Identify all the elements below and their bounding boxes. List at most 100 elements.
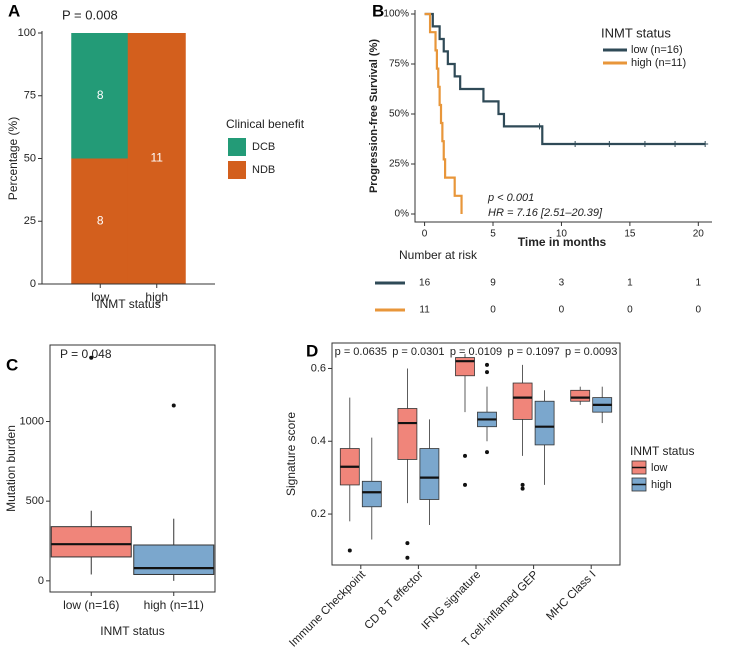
y-tick-label: 50% — [389, 109, 409, 120]
y-tick-label: 75% — [389, 59, 409, 70]
survival-curve — [424, 12, 706, 146]
y-tick-label: 0.2 — [311, 508, 326, 520]
outlier — [463, 482, 467, 487]
y-tick-label: 100% — [383, 9, 409, 20]
y-tick-label: 100 — [18, 27, 36, 39]
y-axis-label: Signature score — [284, 412, 298, 496]
legend-title: Clinical benefit — [226, 117, 305, 131]
bar-count: 11 — [151, 151, 164, 165]
y-tick-label: 75 — [24, 90, 36, 102]
risk-count: 9 — [490, 278, 496, 289]
bar-segment — [127, 33, 186, 284]
y-tick-label: 0.6 — [311, 362, 326, 374]
box — [512, 382, 533, 420]
annotation: p = 0.0109 — [450, 346, 502, 358]
y-tick-label: 0.4 — [311, 435, 326, 447]
outlier — [405, 541, 410, 546]
censor-mark — [672, 141, 679, 147]
x-tick-label: Immune Checkpoint — [287, 568, 368, 648]
x-axis-label: INMT status — [96, 297, 160, 311]
outlier — [347, 548, 352, 553]
x-tick-label: low — [91, 290, 109, 304]
legend-label: low — [651, 462, 668, 474]
legend-label: NDB — [252, 164, 275, 176]
panel-letter: A — [8, 1, 20, 20]
legend-label: low (n=16) — [631, 44, 683, 56]
legend-title: INMT status — [601, 25, 671, 40]
risk-count: 0 — [696, 305, 702, 316]
box — [534, 400, 555, 446]
risk-count: 3 — [559, 278, 565, 289]
risk-count: 0 — [627, 305, 633, 316]
y-tick-label: 1000 — [20, 415, 44, 427]
risk-count: 0 — [559, 305, 565, 316]
plot-frame — [49, 344, 216, 593]
legend-key — [228, 138, 246, 156]
annotation: p < 0.001 — [487, 192, 534, 204]
risk-count: 1 — [696, 278, 702, 289]
outlier — [485, 450, 489, 455]
x-tick-label: IFNG signature — [420, 569, 484, 633]
censor-mark — [641, 141, 648, 147]
x-tick-label: MHC Class I — [544, 569, 598, 623]
bar-segment — [71, 33, 130, 159]
x-tick-label: 5 — [490, 229, 496, 240]
chart-title: P = 0.048 — [60, 347, 112, 361]
x-tick-label: high (n=11) — [144, 598, 204, 612]
censor-mark — [702, 141, 709, 147]
y-tick-label: 25 — [24, 215, 36, 227]
box — [50, 526, 132, 558]
legend-key — [228, 161, 246, 179]
risk-count: 0 — [490, 305, 496, 316]
annotation: p = 0.1097 — [507, 346, 559, 358]
plot-frame — [331, 342, 621, 566]
censor-mark — [606, 141, 613, 147]
axis — [414, 10, 712, 223]
outlier — [89, 355, 94, 360]
outlier — [463, 453, 467, 458]
box — [397, 408, 418, 460]
x-tick-label: low (n=16) — [63, 598, 119, 612]
box — [419, 448, 440, 500]
y-axis-label: Mutation burden — [4, 425, 18, 512]
box — [361, 480, 382, 508]
outlier — [485, 362, 489, 367]
y-axis-label: Progression-free Survival (%) — [368, 39, 380, 193]
box — [570, 389, 591, 402]
legend-title: INMT status — [630, 444, 694, 458]
y-axis-label: Percentage (%) — [6, 117, 20, 200]
chart-title: P = 0.008 — [62, 7, 118, 22]
y-tick-label: 0 — [38, 575, 44, 587]
outlier — [171, 403, 176, 408]
survival-curve — [424, 12, 463, 214]
panel-letter: B — [372, 1, 384, 20]
censor-mark — [572, 141, 579, 147]
legend-label: high (n=11) — [631, 57, 686, 69]
x-tick-label: 10 — [556, 229, 568, 240]
panel-letter: C — [6, 355, 18, 374]
y-tick-label: 500 — [26, 495, 44, 507]
annotation: p = 0.0301 — [392, 346, 444, 358]
outlier — [405, 555, 410, 560]
x-axis-label: Time in months — [518, 235, 607, 249]
y-tick-label: 25% — [389, 159, 409, 170]
y-tick-label: 0 — [30, 278, 36, 290]
outlier — [520, 482, 525, 487]
annotation: p = 0.0093 — [565, 346, 617, 358]
x-tick-label: 15 — [624, 229, 636, 240]
risk-count: 16 — [419, 278, 431, 289]
risk-count: 1 — [627, 278, 633, 289]
annotation: HR = 7.16 [2.51–20.39] — [488, 207, 603, 219]
x-tick-label: CD 8 T effector — [362, 569, 425, 632]
x-tick-label: 0 — [422, 229, 428, 240]
outlier — [520, 486, 525, 491]
x-axis-label: INMT status — [100, 624, 164, 638]
panel-letter: D — [306, 341, 318, 360]
risk-count: 11 — [419, 305, 430, 316]
censor-mark — [536, 123, 543, 130]
risk-table-title: Number at risk — [399, 248, 478, 262]
bar-count: 8 — [97, 88, 104, 102]
box — [133, 544, 215, 575]
x-tick-label: high — [145, 290, 168, 304]
